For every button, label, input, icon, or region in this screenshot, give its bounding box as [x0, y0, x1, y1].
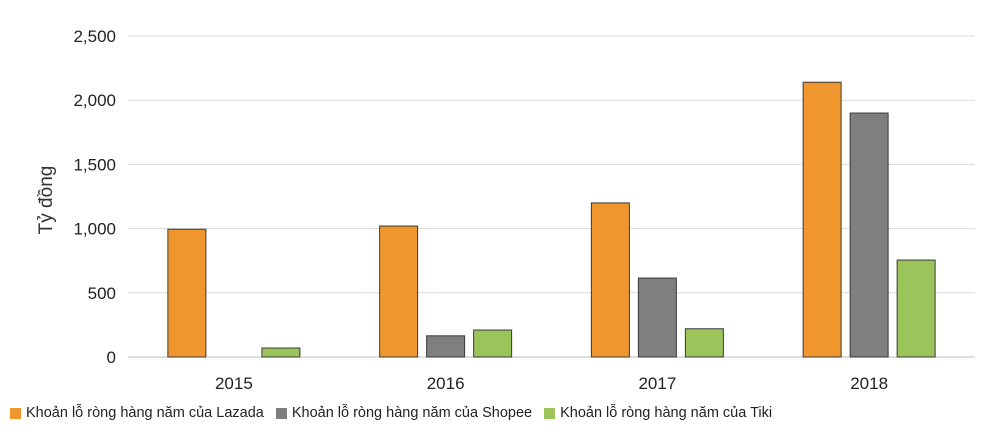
x-tick-labels: 2015 2016 2017 2018 [215, 374, 888, 393]
x-tick-label: 2016 [427, 374, 465, 393]
bars [167, 81, 936, 358]
x-tick-label: 2017 [638, 374, 676, 393]
legend-label: Khoản lỗ ròng hàng năm của Lazada [26, 405, 264, 421]
bar-2017-series-1 [590, 202, 630, 358]
bar-2016-series-2 [426, 335, 466, 358]
bar-2018-series-1 [802, 81, 842, 358]
bar-2018-series-3 [896, 259, 936, 358]
gridlines [128, 35, 975, 358]
legend-item: Khoản lỗ ròng hàng năm của Tiki [544, 405, 772, 421]
y-axis-label: Tỷ đồng [36, 166, 57, 235]
y-tick-labels: 0 500 1,000 1,500 2,000 2,500 [73, 27, 116, 367]
y-tick-label: 0 [107, 348, 116, 367]
bar-2017-series-3 [684, 328, 724, 358]
y-tick-label: 2,500 [73, 27, 116, 46]
x-tick-label: 2015 [215, 374, 253, 393]
bar-2016-series-1 [379, 225, 419, 358]
legend-item: Khoản lỗ ròng hàng năm của Lazada [10, 405, 264, 421]
bar-2016-series-3 [473, 329, 513, 358]
bar-2018-series-2 [849, 112, 889, 358]
bar-2015-series-1 [167, 228, 207, 358]
x-tick-label: 2018 [850, 374, 888, 393]
legend-swatch [10, 407, 21, 419]
bar-2015-series-3 [261, 347, 301, 358]
legend-label: Khoản lỗ ròng hàng năm của Shopee [291, 405, 533, 421]
y-tick-label: 1,000 [73, 220, 116, 239]
y-tick-label: 500 [88, 284, 116, 303]
legend-swatch [544, 407, 556, 419]
y-tick-label: 2,000 [73, 91, 116, 110]
legend-swatch [275, 407, 287, 419]
bar-2017-series-2 [637, 277, 677, 358]
legend-label: Khoản lỗ ròng hàng năm của Tiki [560, 405, 773, 421]
legend: Khoản lỗ ròng hàng năm của Lazada Khoản l… [10, 405, 772, 421]
y-tick-label: 1,500 [73, 155, 116, 174]
legend-item: Khoản lỗ ròng hàng năm của Shopee [275, 405, 533, 421]
